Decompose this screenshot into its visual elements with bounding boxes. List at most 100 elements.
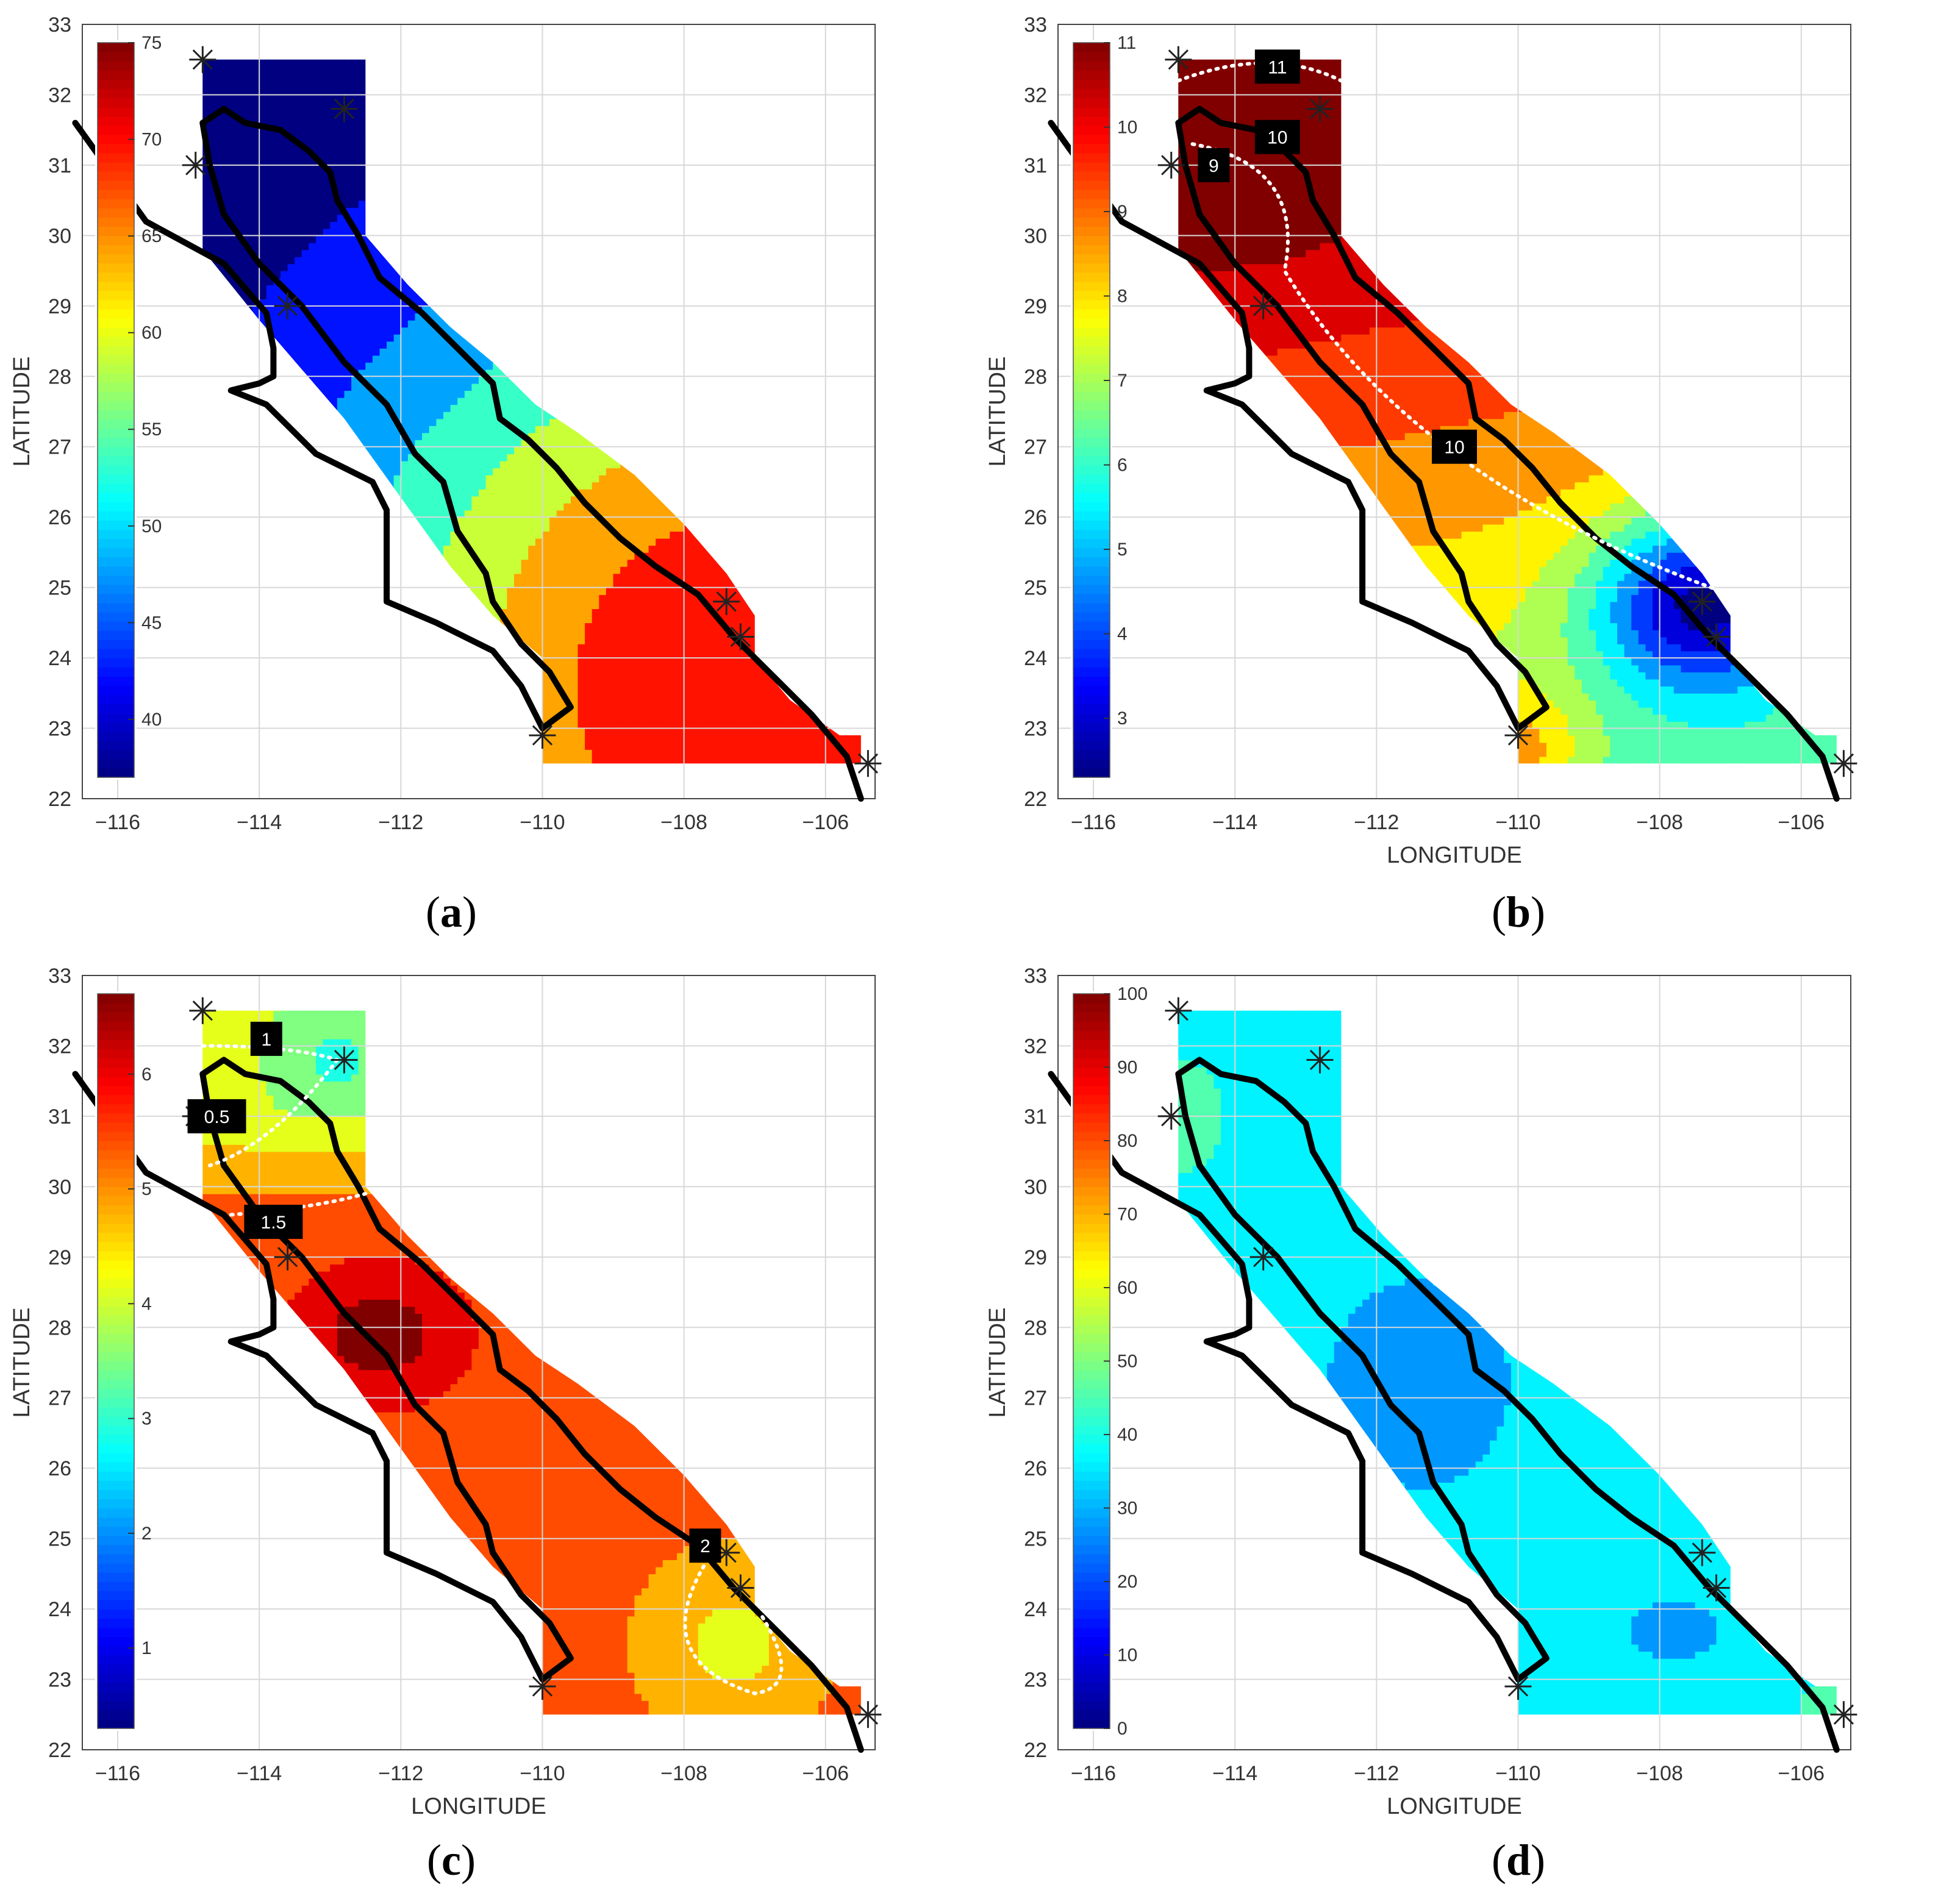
y-tick-label: 30 [1024, 1175, 1047, 1199]
y-tick-label: 24 [48, 1598, 71, 1621]
coastline [72, 1057, 864, 1753]
x-tick-label: −114 [237, 811, 282, 834]
colorbar-tick-label: 6 [141, 1064, 152, 1085]
station-marker [1830, 750, 1857, 777]
x-tick-label: −110 [520, 811, 565, 834]
x-tick-label: −112 [378, 811, 423, 834]
map-panel-b: 11 10 9 10 −116 −114 −112 −110 −108 −106 22 23 24 25 2… [976, 0, 1951, 878]
colorbar-tick-label: 65 [141, 226, 162, 246]
y-axis-label: LATITUDE [985, 357, 1010, 467]
x-tick-label: −116 [95, 811, 140, 834]
contour-line-10 [1190, 142, 1732, 597]
station-marker [1504, 1673, 1532, 1700]
y-tick-label: 28 [48, 365, 71, 388]
y-tick-label: 30 [1024, 224, 1047, 248]
x-tick-label: −112 [1354, 1762, 1399, 1785]
station-marker [854, 750, 882, 777]
x-tick-label: −116 [95, 1762, 140, 1785]
station-marker [331, 1046, 358, 1074]
y-tick-label: 30 [48, 224, 71, 248]
map-plot-a: −116 −114 −112 −110 −108 −106 22 23 24 25 26 27 28 29… [9, 13, 882, 834]
map-plot-c: 10.51.52−116 −114 −112 −110 −108 −10622232425… [9, 964, 882, 1819]
colorbar-tick-label: 100 [1117, 984, 1148, 1004]
colorbar-tick-label: 30 [1117, 1499, 1137, 1519]
contour-label-box [250, 1021, 282, 1056]
station-marker [1504, 722, 1532, 749]
y-tick-label: 33 [48, 13, 71, 37]
contour-line-0-5 [207, 1058, 339, 1168]
y-tick-label: 26 [48, 1457, 71, 1480]
y-tick-label: 27 [48, 1387, 71, 1410]
caption-a-letter: a [440, 888, 462, 936]
map-panel-a: −116 −114 −112 −110 −108 −106 22 23 24 25 26 27 28 29… [0, 0, 976, 878]
caption-c: (c) [390, 1835, 512, 1886]
contour-label-box [1198, 148, 1230, 182]
station-marker [1157, 151, 1185, 179]
y-tick-label: 27 [1024, 436, 1047, 459]
y-axis-label: LATITUDE [9, 1308, 35, 1418]
colorbar-tick-label: 5 [1117, 540, 1128, 560]
station-marker [1830, 1701, 1857, 1728]
contour-label: 11 [1268, 57, 1287, 77]
y-tick-label: 22 [1024, 1739, 1047, 1762]
x-tick-label: −110 [1495, 811, 1540, 834]
caption-d-letter: d [1506, 1836, 1531, 1884]
colorbar: 3 4 5 6 7 8 9 10 11 [1071, 33, 1137, 780]
colorbar-tick-label: 45 [141, 613, 162, 633]
colorbar-tick-label: 80 [1117, 1131, 1137, 1151]
colorbar-tick-label: 0 [1117, 1719, 1128, 1739]
y-tick-label: 27 [48, 436, 71, 459]
station-marker [1249, 292, 1277, 319]
contour-label: 10 [1267, 128, 1287, 148]
y-tick-label: 28 [1024, 1316, 1047, 1339]
colorbar-tick-label: 11 [1117, 33, 1136, 53]
station-marker [1306, 1046, 1334, 1074]
x-tick-label: −108 [1636, 811, 1683, 834]
y-tick-label: 24 [48, 647, 71, 670]
coastline [1048, 1057, 1840, 1753]
y-tick-label: 26 [1024, 506, 1047, 529]
colorbar-frame [1073, 42, 1110, 778]
colorbar-tick-label: 20 [1117, 1572, 1137, 1592]
x-tick-label: −106 [802, 1762, 849, 1785]
axes-box [82, 975, 876, 1750]
colorbar-tick-label: 4 [1117, 624, 1128, 644]
axes-box [1057, 975, 1851, 1750]
coastline [72, 105, 864, 802]
y-tick-label: 31 [1024, 154, 1047, 177]
y-tick-label: 25 [48, 1528, 71, 1551]
contour-label: 1.5 [261, 1213, 287, 1233]
colorbar-tick-label: 55 [141, 419, 162, 440]
colorbar-tick-label: 70 [141, 130, 162, 150]
caption-c-letter: c [442, 1836, 461, 1884]
station-marker [1689, 1539, 1716, 1566]
y-axis-label: LATITUDE [9, 357, 35, 467]
station-marker [529, 1673, 556, 1700]
stations [182, 46, 882, 777]
y-tick-label: 25 [48, 577, 71, 600]
y-tick-label: 22 [48, 788, 71, 811]
x-tick-label: −110 [520, 1762, 565, 1785]
y-tick-label: 25 [1024, 577, 1047, 600]
station-marker [274, 292, 301, 319]
contour-label: 10 [1444, 438, 1464, 458]
y-tick-label: 25 [1024, 1528, 1047, 1551]
caption-d: (d) [1457, 1835, 1579, 1886]
contour-label-box [1432, 429, 1477, 464]
y-tick-label: 22 [1024, 788, 1047, 811]
contour-line-2 [683, 1550, 784, 1695]
colorbar-tick-label: 60 [141, 323, 162, 343]
y-tick-label: 23 [1024, 1669, 1047, 1692]
x-tick-label: −116 [1071, 811, 1116, 834]
y-axis-label: LATITUDE [985, 1308, 1010, 1418]
station-marker [1165, 997, 1192, 1024]
y-tick-label: 27 [1024, 1387, 1047, 1410]
map-panel-c: 1 0.5 1.5 2 −116 −114 −112 −110 −108 −106 22 23 24 25… [0, 951, 976, 1829]
y-tick-label: 23 [48, 1669, 71, 1692]
y-tick-label: 32 [1024, 1035, 1047, 1058]
colorbar: 0 10 20 30 40 50 60 70 80 90 100 [1071, 984, 1148, 1739]
contour-label: 1 [261, 1030, 271, 1050]
y-tick-label: 31 [48, 154, 71, 177]
station-marker [1165, 46, 1192, 73]
axes-box [82, 24, 876, 799]
